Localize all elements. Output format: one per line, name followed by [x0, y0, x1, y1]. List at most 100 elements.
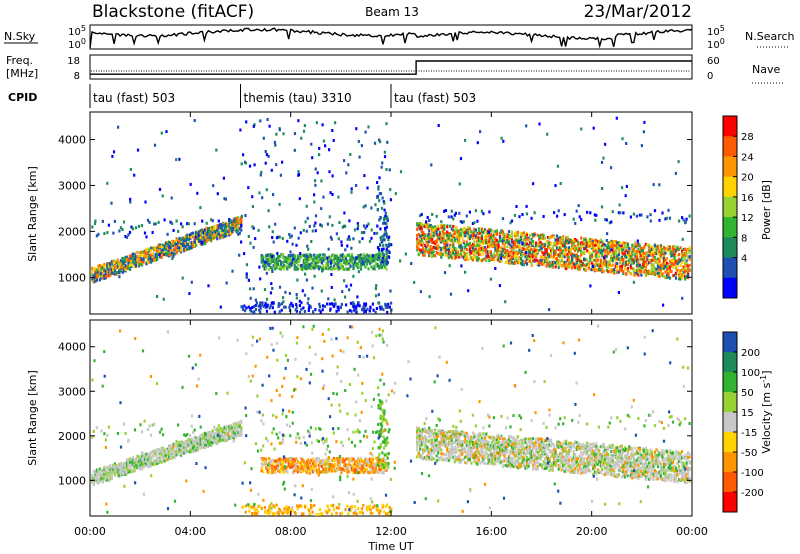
- echo-cell: [589, 239, 592, 243]
- echo-cell: [308, 257, 311, 261]
- echo-cell: [638, 248, 641, 252]
- echo-cell: [300, 136, 303, 140]
- echo-cell: [500, 230, 503, 234]
- echo-cell: [685, 252, 688, 256]
- power-colorbar-label: Power [dB]: [760, 180, 773, 240]
- echo-cell: [494, 232, 497, 236]
- echo-cell: [512, 245, 515, 249]
- echo-cell: [378, 176, 381, 180]
- echo-cell: [605, 245, 608, 249]
- echo-cell: [205, 236, 208, 240]
- echo-cell: [296, 257, 299, 260]
- echo-cell: [363, 302, 366, 306]
- echo-cell: [507, 261, 511, 265]
- echo-cell: [219, 305, 222, 309]
- echo-cell: [148, 424, 151, 428]
- echo-cell: [149, 253, 153, 257]
- echo-cell: [162, 459, 165, 463]
- echo-cell: [107, 274, 110, 278]
- echo-cell: [151, 462, 154, 466]
- echo-cell: [525, 212, 529, 216]
- echo-cell: [271, 259, 274, 263]
- echo-cell: [649, 252, 652, 256]
- echo-cell: [166, 246, 169, 250]
- echo-cell: [431, 255, 434, 258]
- echo-cell: [462, 233, 465, 237]
- echo-cell: [326, 259, 329, 263]
- echo-cell: [646, 243, 649, 247]
- echo-cell: [146, 464, 150, 468]
- echo-cell: [196, 233, 199, 237]
- echo-cell: [575, 257, 578, 261]
- echo-cell: [452, 240, 455, 244]
- echo-cell: [110, 467, 113, 471]
- echo-cell: [569, 261, 572, 265]
- echo-cell: [311, 263, 314, 267]
- echo-cell: [162, 297, 165, 301]
- echo-cell: [431, 245, 434, 249]
- echo-cell: [160, 249, 163, 253]
- echo-cell: [665, 270, 669, 274]
- echo-cell: [525, 204, 528, 208]
- echo-cell: [670, 264, 673, 268]
- echo-cell: [196, 231, 199, 235]
- echo-cell: [172, 242, 175, 246]
- echo-cell: [635, 249, 638, 253]
- echo-cell: [340, 240, 343, 244]
- echo-cell: [94, 219, 97, 223]
- echo-cell: [605, 265, 608, 268]
- echo-cell: [619, 211, 622, 215]
- echo-cell: [458, 245, 461, 249]
- echo-cell: [632, 280, 635, 284]
- echo-cell: [423, 234, 426, 238]
- echo-cell: [491, 234, 494, 238]
- echo-cell: [107, 271, 110, 275]
- echo-cell: [480, 235, 483, 238]
- echo-cell: [305, 229, 308, 233]
- echo-cell: [527, 257, 530, 260]
- echo-cell: [476, 244, 479, 248]
- echo-cell: [325, 261, 328, 265]
- echo-cell: [154, 459, 157, 463]
- colorbar-swatch: [723, 196, 737, 218]
- echo-cell: [425, 239, 428, 243]
- echo-cell: [157, 448, 160, 452]
- echo-cell: [346, 262, 349, 266]
- echo-cell: [302, 228, 305, 232]
- echo-cell: [171, 446, 174, 450]
- echo-cell: [581, 240, 584, 244]
- echo-cell: [586, 242, 589, 246]
- echo-cell: [554, 265, 557, 269]
- echo-cell: [266, 257, 269, 261]
- echo-cell: [157, 455, 160, 459]
- echo-cell: [110, 201, 113, 205]
- echo-cell: [610, 270, 613, 274]
- echo-cell: [623, 263, 626, 267]
- echo-cell: [217, 227, 220, 230]
- echo-cell: [489, 277, 492, 281]
- echo-cell: [658, 274, 661, 278]
- echo-cell: [652, 249, 655, 253]
- echo-cell: [593, 266, 596, 270]
- echo-cell: [435, 232, 438, 236]
- echo-cell: [503, 255, 506, 259]
- echo-cell: [668, 252, 672, 256]
- echo-cell: [355, 184, 358, 187]
- echo-cell: [154, 222, 157, 226]
- echo-cell: [593, 254, 596, 258]
- echo-cell: [554, 241, 557, 245]
- echo-cell: [349, 153, 352, 156]
- echo-cell: [447, 235, 450, 239]
- echo-cell: [468, 247, 471, 251]
- echo-cell: [590, 238, 593, 242]
- echo-cell: [662, 252, 666, 256]
- echo-cell: [116, 271, 119, 274]
- echo-cell: [437, 252, 440, 256]
- echo-cell: [513, 256, 517, 260]
- echo-cell: [335, 254, 338, 258]
- echo-cell: [574, 244, 577, 248]
- echo-cell: [121, 228, 124, 232]
- echo-cell: [471, 231, 474, 235]
- echo-cell: [610, 248, 613, 252]
- echo-cell: [280, 302, 284, 306]
